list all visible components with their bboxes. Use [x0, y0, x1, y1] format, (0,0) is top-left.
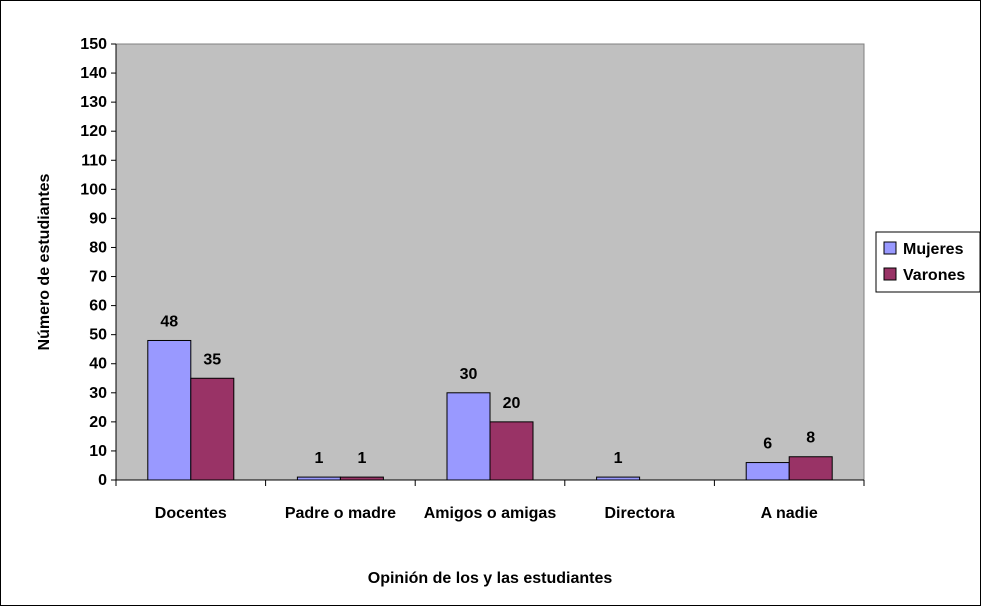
data-label: 1 [614, 450, 623, 467]
y-tick-label: 110 [81, 152, 107, 169]
bar-varones [490, 422, 533, 480]
data-label: 1 [314, 450, 323, 467]
y-tick-label: 50 [89, 327, 107, 344]
data-label: 20 [503, 395, 521, 412]
y-tick-label: 30 [89, 385, 107, 402]
bar-varones [340, 477, 383, 480]
y-tick-label: 100 [80, 181, 107, 198]
bar-mujeres [148, 340, 191, 480]
legend-swatch [884, 268, 896, 280]
y-tick-label: 10 [89, 443, 107, 460]
legend-swatch [884, 242, 896, 254]
data-label: 48 [160, 313, 178, 330]
x-tick-label: Docentes [155, 505, 227, 522]
data-label: 8 [806, 430, 815, 447]
y-tick-label: 20 [89, 414, 107, 431]
y-tick-label: 120 [80, 123, 107, 140]
x-tick-label: Amigos o amigas [424, 505, 557, 522]
data-label: 6 [763, 436, 772, 453]
bar-varones [191, 378, 234, 480]
x-tick-label: Padre o madre [285, 505, 396, 522]
bar-varones [789, 457, 832, 480]
x-tick-label: A nadie [761, 505, 818, 522]
y-tick-label: 70 [89, 269, 107, 286]
bar-mujeres [297, 477, 340, 480]
bar-mujeres [597, 477, 640, 480]
y-tick-label: 80 [89, 239, 107, 256]
y-tick-label: 90 [89, 210, 107, 227]
y-tick-label: 150 [80, 36, 107, 53]
bar-mujeres [746, 463, 789, 480]
y-tick-label: 60 [89, 298, 107, 315]
data-label: 30 [460, 366, 478, 383]
legend-label: Varones [903, 267, 965, 284]
y-axis-title: Número de estudiantes [36, 173, 53, 350]
data-label: 1 [357, 450, 366, 467]
x-tick-label: Directora [604, 505, 674, 522]
y-tick-label: 0 [98, 472, 107, 489]
y-tick-label: 130 [80, 94, 107, 111]
data-label: 35 [203, 351, 221, 368]
legend-label: Mujeres [903, 241, 964, 258]
bar-mujeres [447, 393, 490, 480]
y-tick-label: 40 [89, 356, 107, 373]
x-axis-title: Opinión de los y las estudiantes [368, 570, 613, 587]
y-tick-label: 140 [80, 65, 107, 82]
legend: Mujeres Varones [876, 232, 980, 292]
